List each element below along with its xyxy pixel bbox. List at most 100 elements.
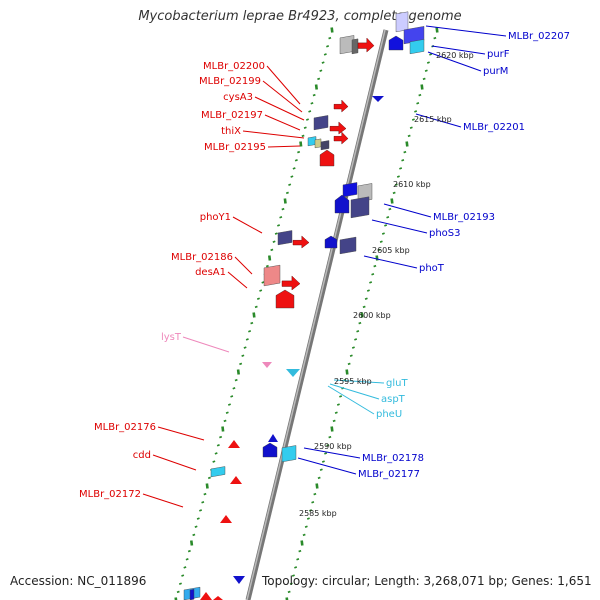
tick-mark	[304, 525, 308, 528]
leader-line	[267, 145, 301, 148]
tick-mark	[254, 305, 258, 309]
leader-line	[425, 25, 507, 37]
gene-label-mlbr_02178: MLBr_02178	[362, 453, 424, 464]
leader-line	[262, 80, 303, 113]
tick-mark	[314, 84, 318, 90]
tick-mark	[265, 264, 269, 268]
gene-arrow	[334, 194, 350, 214]
tick-mark	[401, 159, 405, 162]
tick-mark	[364, 297, 368, 300]
tick-mark	[194, 525, 198, 528]
leader-line	[264, 114, 301, 131]
kbp-label: 2610 kbp	[393, 180, 431, 189]
kbp-label: 2585 kbp	[299, 509, 337, 518]
tick-mark	[418, 93, 422, 97]
tick-mark	[317, 476, 321, 480]
gene-block	[189, 588, 195, 600]
tick-mark	[306, 517, 310, 520]
gene-block	[313, 115, 329, 131]
tick-mark	[297, 150, 301, 154]
gene-label-mlbr_02172: MLBr_02172	[79, 489, 141, 500]
tick-mark	[201, 501, 205, 504]
kbp-label: 2595 kbp	[334, 377, 372, 386]
trna-feature	[286, 369, 300, 377]
gene-arrow	[213, 596, 223, 600]
gene-block	[263, 264, 281, 287]
gene-label-phoy1: phoY1	[200, 212, 231, 223]
tick-mark	[259, 289, 263, 292]
tick-mark	[176, 590, 180, 594]
gene-arrow	[230, 476, 242, 484]
tick-mark	[214, 452, 218, 455]
tick-mark	[196, 517, 200, 520]
tick-mark	[384, 224, 388, 227]
tick-mark	[317, 77, 321, 81]
tick-mark	[351, 346, 355, 349]
leader-line	[431, 45, 486, 55]
gene-arrow	[233, 576, 245, 584]
tick-mark	[230, 395, 234, 398]
gene-block	[314, 138, 322, 149]
tick-mark	[420, 84, 424, 90]
tick-mark	[198, 509, 203, 512]
tick-mark	[302, 533, 306, 537]
tick-mark	[181, 574, 185, 577]
gene-label-phos3: phoS3	[429, 228, 461, 239]
gene-label-purm: purM	[483, 66, 508, 77]
gene-arrow	[329, 121, 347, 135]
tick-mark	[319, 69, 323, 72]
gene-arrow	[333, 131, 349, 145]
gene-arrow	[372, 96, 384, 102]
tick-mark	[366, 289, 370, 292]
tick-mark	[185, 558, 189, 561]
leader-line	[383, 203, 432, 218]
tick-mark	[347, 362, 351, 366]
tick-mark	[315, 483, 319, 489]
gene-label-phot: phoT	[419, 263, 445, 274]
tick-mark	[250, 321, 254, 325]
gene-arrow	[357, 37, 375, 53]
tick-mark	[310, 102, 314, 105]
tick-mark	[407, 134, 411, 138]
genome-backbone	[245, 29, 389, 600]
tick-mark	[375, 255, 379, 261]
leader-line	[227, 271, 248, 289]
tick-mark	[291, 574, 295, 577]
leader-line	[266, 65, 301, 105]
tick-mark	[298, 549, 302, 553]
leader-line	[152, 454, 197, 471]
tick-mark	[362, 305, 366, 309]
tick-mark	[388, 207, 392, 211]
gene-features	[183, 11, 425, 600]
tick-mark	[241, 354, 245, 357]
tick-mark	[416, 102, 420, 105]
kbp-label: 2590 kbp	[314, 442, 352, 451]
leader-line	[363, 255, 418, 269]
leader-line	[232, 216, 263, 234]
tick-mark	[330, 27, 334, 33]
tick-mark	[354, 338, 358, 341]
gene-label-mlbr_02207: MLBr_02207	[508, 31, 570, 42]
gene-arrow	[200, 592, 212, 600]
tick-mark	[403, 150, 407, 154]
tick-mark	[283, 198, 287, 204]
gene-arrow	[281, 275, 301, 291]
tick-mark	[369, 281, 373, 284]
gene-labels: 2620 kbp 2615 kbp 2610 kbp 2605 kbp 2600 kbp…	[79, 31, 570, 518]
genome-summary-text: Topology: circular; Length: 3,268,071 bp…	[262, 574, 592, 588]
tick-mark	[308, 110, 312, 113]
tick-mark	[203, 492, 207, 496]
tick-mark	[328, 36, 332, 40]
trna-feature	[262, 362, 272, 368]
tick-mark	[205, 483, 209, 489]
tick-mark	[256, 297, 260, 300]
tick-mark	[377, 248, 381, 252]
tick-mark	[187, 549, 191, 553]
tick-mark	[285, 597, 289, 600]
label-leader-lines	[142, 25, 507, 508]
leader-line	[329, 383, 380, 400]
tick-mark	[223, 419, 227, 423]
gene-label-pheu: pheU	[376, 409, 402, 420]
tick-mark	[373, 264, 377, 268]
